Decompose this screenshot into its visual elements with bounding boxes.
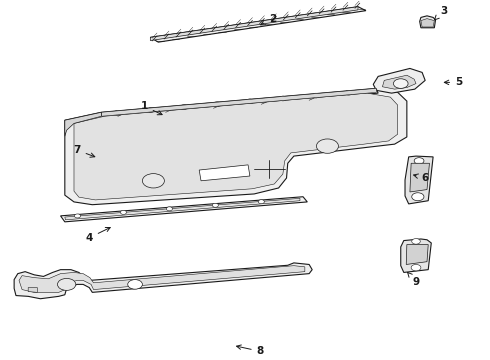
Polygon shape [421, 19, 434, 27]
Text: 5: 5 [444, 77, 463, 87]
Polygon shape [74, 93, 398, 200]
Polygon shape [419, 16, 436, 28]
Circle shape [57, 278, 76, 291]
Polygon shape [14, 263, 312, 299]
Polygon shape [382, 75, 416, 89]
Circle shape [147, 108, 155, 112]
Circle shape [167, 207, 172, 211]
Polygon shape [199, 165, 250, 181]
Circle shape [143, 174, 164, 188]
Polygon shape [410, 163, 429, 192]
Polygon shape [150, 7, 358, 41]
Circle shape [213, 102, 220, 107]
Polygon shape [101, 88, 376, 116]
Text: 8: 8 [237, 345, 264, 356]
Polygon shape [373, 68, 425, 93]
Circle shape [180, 105, 188, 109]
Circle shape [114, 111, 122, 115]
Circle shape [345, 90, 352, 95]
Circle shape [246, 99, 253, 104]
Circle shape [312, 93, 319, 98]
Circle shape [393, 79, 408, 88]
Polygon shape [150, 7, 366, 42]
Circle shape [317, 139, 339, 153]
Circle shape [128, 280, 143, 289]
Text: 7: 7 [74, 145, 95, 157]
Text: 9: 9 [408, 273, 419, 287]
Polygon shape [65, 198, 300, 220]
Text: 6: 6 [414, 173, 429, 183]
Circle shape [414, 158, 424, 164]
Polygon shape [65, 88, 407, 205]
Circle shape [412, 239, 420, 244]
Circle shape [212, 203, 219, 207]
Polygon shape [65, 112, 101, 136]
Polygon shape [28, 288, 37, 292]
Circle shape [121, 210, 126, 214]
Polygon shape [101, 89, 378, 118]
Circle shape [258, 200, 265, 204]
Circle shape [412, 193, 424, 201]
Text: 3: 3 [435, 6, 447, 20]
Polygon shape [19, 266, 305, 292]
Polygon shape [61, 197, 307, 222]
Polygon shape [405, 156, 433, 204]
Polygon shape [401, 239, 431, 273]
Text: 2: 2 [261, 14, 276, 25]
Polygon shape [406, 244, 428, 265]
Circle shape [411, 265, 421, 271]
Circle shape [279, 96, 287, 101]
Text: 1: 1 [141, 101, 162, 115]
Text: 4: 4 [86, 228, 110, 243]
Circle shape [74, 214, 80, 218]
